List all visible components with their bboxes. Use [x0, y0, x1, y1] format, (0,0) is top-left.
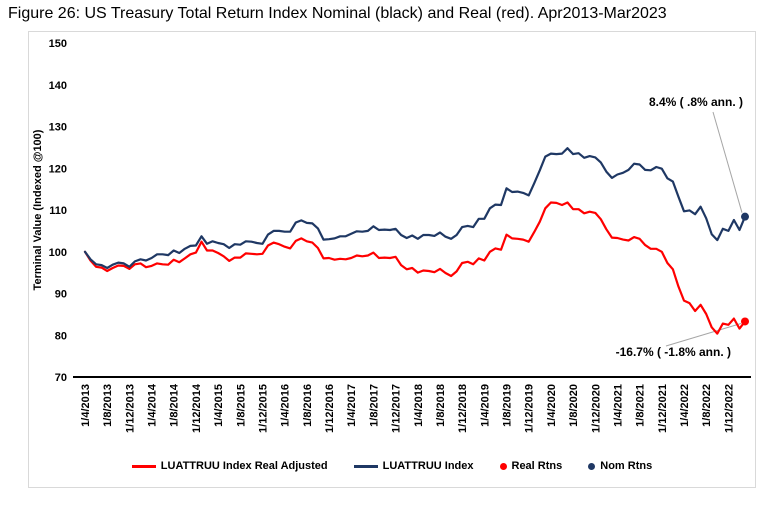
svg-text:70: 70: [55, 372, 67, 384]
legend-item-nominal-line: LUATTRUU Index: [353, 460, 474, 472]
svg-text:1/4/2022: 1/4/2022: [679, 384, 691, 427]
svg-text:90: 90: [55, 289, 67, 301]
svg-text:1/4/2014: 1/4/2014: [147, 383, 159, 427]
svg-text:1/12/2014: 1/12/2014: [191, 383, 203, 433]
svg-text:1/4/2020: 1/4/2020: [546, 384, 558, 427]
svg-text:1/8/2016: 1/8/2016: [302, 384, 314, 427]
svg-text:1/8/2022: 1/8/2022: [701, 384, 713, 427]
real-return-annotation: -16.7% ( -1.8% ann. ): [615, 345, 731, 359]
svg-text:150: 150: [49, 38, 67, 50]
svg-text:1/12/2016: 1/12/2016: [324, 384, 336, 433]
svg-text:1/12/2013: 1/12/2013: [124, 384, 136, 433]
chart-area: 150 140 130 120 110 100 90 80 70 Terminal Value (…: [28, 31, 756, 488]
legend-item-real-rtns-dot: Real Rtns: [499, 460, 563, 472]
chart-legend: LUATTRUU Index Real Adjusted LUATTRUU In…: [29, 460, 755, 472]
svg-text:1/4/2015: 1/4/2015: [213, 384, 225, 427]
red-dot-swatch-icon: [499, 462, 507, 470]
svg-text:1/12/2021: 1/12/2021: [657, 384, 669, 433]
legend-label: LUATTRUU Index Real Adjusted: [160, 460, 328, 472]
svg-text:1/8/2013: 1/8/2013: [102, 384, 114, 427]
legend-label: Real Rtns: [511, 460, 563, 472]
svg-text:1/12/2017: 1/12/2017: [391, 384, 403, 433]
legend-item-nom-rtns-dot: Nom Rtns: [588, 460, 652, 472]
legend-label: Nom Rtns: [600, 460, 653, 472]
svg-text:1/4/2013: 1/4/2013: [80, 384, 92, 427]
svg-text:130: 130: [49, 122, 67, 134]
svg-text:1/8/2021: 1/8/2021: [635, 384, 647, 427]
svg-text:1/12/2020: 1/12/2020: [590, 384, 602, 433]
svg-text:1/8/2019: 1/8/2019: [502, 384, 514, 427]
svg-text:1/4/2017: 1/4/2017: [346, 384, 358, 427]
svg-text:1/4/2016: 1/4/2016: [280, 384, 292, 427]
figure-title: Figure 26: US Treasury Total Return Inde…: [8, 5, 667, 22]
navy-dot-swatch-icon: [588, 462, 596, 470]
svg-text:1/8/2014: 1/8/2014: [169, 383, 181, 427]
svg-text:110: 110: [49, 205, 67, 217]
svg-text:1/8/2017: 1/8/2017: [368, 384, 380, 427]
svg-text:1/12/2019: 1/12/2019: [524, 384, 536, 433]
legend-label: LUATTRUU Index: [382, 460, 474, 472]
svg-text:1/4/2019: 1/4/2019: [479, 384, 491, 427]
svg-text:1/12/2018: 1/12/2018: [457, 384, 469, 433]
svg-text:1/8/2020: 1/8/2020: [568, 384, 580, 427]
svg-text:1/8/2018: 1/8/2018: [435, 384, 447, 427]
svg-text:120: 120: [49, 163, 67, 175]
svg-text:140: 140: [49, 80, 67, 92]
svg-text:Terminal Value (Indexed @100): Terminal Value (Indexed @100): [32, 129, 44, 290]
nominal-return-annotation: 8.4% ( .8% ann. ): [648, 95, 743, 109]
svg-text:100: 100: [49, 247, 67, 259]
svg-text:1/8/2015: 1/8/2015: [235, 384, 247, 427]
legend-item-real-line: LUATTRUU Index Real Adjusted: [131, 460, 328, 472]
svg-text:1/4/2018: 1/4/2018: [413, 384, 425, 427]
red-line-swatch-icon: [131, 464, 156, 468]
treasury-return-line-chart: 150 140 130 120 110 100 90 80 70 Terminal Value (…: [32, 38, 751, 433]
svg-text:1/4/2021: 1/4/2021: [612, 384, 624, 427]
svg-text:80: 80: [55, 330, 67, 342]
navy-line-swatch-icon: [353, 464, 378, 468]
svg-text:1/12/2022: 1/12/2022: [723, 384, 735, 433]
svg-text:1/12/2015: 1/12/2015: [257, 384, 269, 433]
